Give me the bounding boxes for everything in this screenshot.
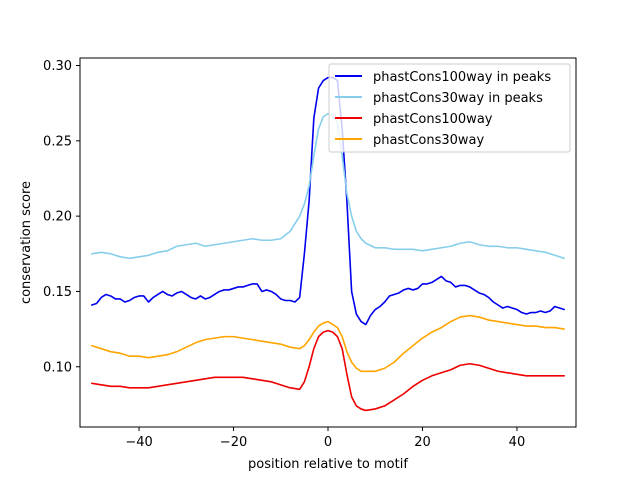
legend-box	[328, 63, 571, 153]
x-axis-label: position relative to motif	[248, 457, 408, 472]
x-axis-ticks: −40 −20 0 20 40	[125, 427, 525, 450]
legend: phastCons100way in peaks phastCons30way i…	[328, 63, 571, 153]
x-tick-label: 0	[324, 435, 332, 450]
legend-label-2: phastCons100way	[373, 112, 493, 127]
x-tick-label: −20	[220, 435, 247, 450]
legend-label-0: phastCons100way in peaks	[373, 70, 551, 85]
legend-label-1: phastCons30way in peaks	[373, 91, 543, 106]
y-axis-ticks: 0.10 0.15 0.20 0.25 0.30	[43, 59, 80, 375]
y-axis-label: conservation score	[19, 181, 34, 304]
y-tick-label: 0.20	[43, 210, 72, 225]
plot-area-series	[91, 76, 565, 412]
x-tick-label: −40	[125, 435, 152, 450]
y-tick-label: 0.25	[43, 134, 72, 149]
series-line-0	[91, 76, 565, 326]
series-line-2	[91, 329, 565, 412]
y-tick-label: 0.30	[43, 59, 72, 74]
series-line-3	[91, 314, 565, 373]
legend-entries: phastCons100way in peaks phastCons30way i…	[335, 70, 551, 148]
y-tick-label: 0.15	[43, 285, 72, 300]
x-tick-label: 40	[509, 435, 526, 450]
y-tick-label: 0.10	[43, 360, 72, 375]
x-tick-label: 20	[414, 435, 431, 450]
legend-label-3: phastCons30way	[373, 133, 485, 148]
